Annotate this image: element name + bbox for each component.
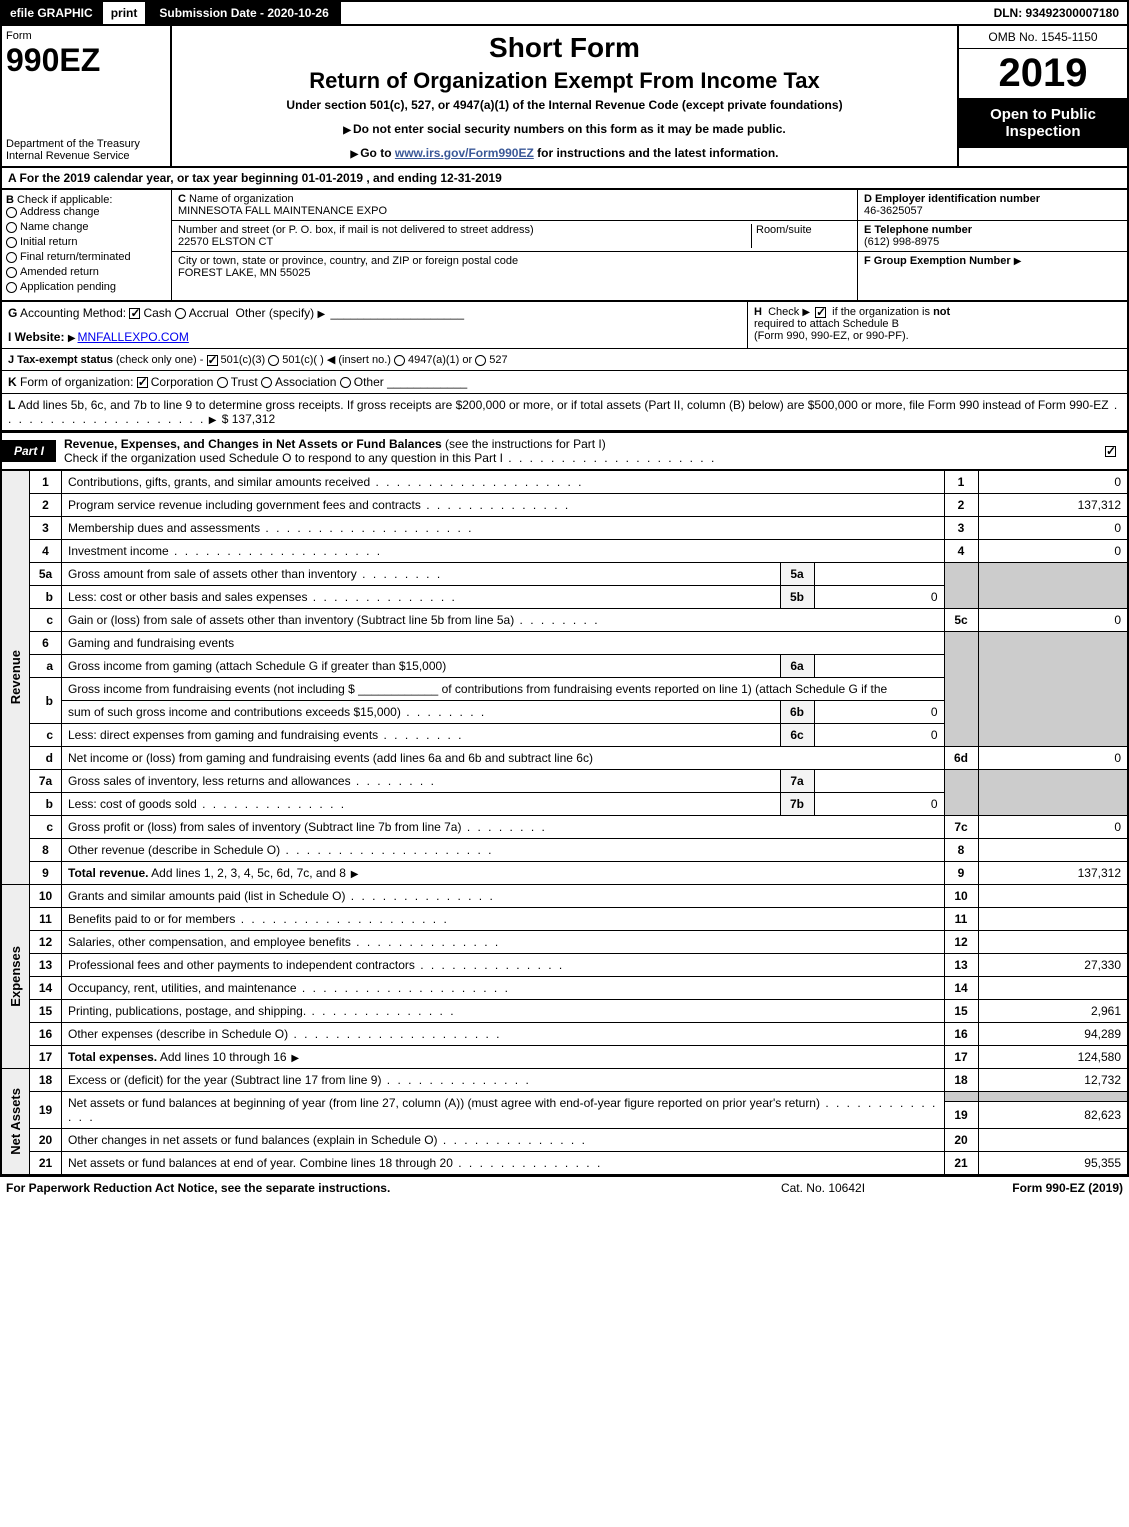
part-1-label: Part I (2, 440, 56, 462)
footer-form: Form 990-EZ (2019) (923, 1181, 1123, 1195)
line4-amt: 0 (978, 540, 1128, 563)
check-name-change[interactable] (6, 222, 17, 233)
line5b-mid: 0 (814, 586, 944, 609)
row-g-h: G Accounting Method: Cash Accrual Other … (0, 302, 1129, 349)
website-link[interactable]: MNFALLEXPO.COM (78, 330, 189, 344)
check-501c[interactable] (268, 355, 279, 366)
irs-link[interactable]: www.irs.gov/Form990EZ (395, 146, 534, 160)
line5c-amt: 0 (978, 609, 1128, 632)
check-app-pending[interactable] (6, 282, 17, 293)
part-1-header: Part I Revenue, Expenses, and Changes in… (0, 432, 1129, 471)
inspection: Inspection (963, 123, 1123, 140)
ein: 46-3625057 (864, 205, 923, 217)
line7a-mid (814, 770, 944, 793)
line6a-mid (814, 655, 944, 678)
line6b-mid: 0 (814, 701, 944, 724)
form-number: 990EZ (6, 42, 166, 79)
efile-graphic-label[interactable]: efile GRAPHIC (2, 2, 103, 24)
form-word: Form (6, 30, 166, 42)
submission-date: Submission Date - 2020-10-26 (147, 2, 340, 24)
line17-amt: 124,580 (978, 1046, 1128, 1069)
check-501c3[interactable] (207, 355, 218, 366)
line20-amt (978, 1129, 1128, 1152)
check-527[interactable] (475, 355, 486, 366)
section-c: C Name of organization MINNESOTA FALL MA… (172, 190, 857, 300)
line14-amt (978, 977, 1128, 1000)
section-b: B Check if applicable: Address change Na… (2, 190, 172, 300)
line2-amt: 137,312 (978, 494, 1128, 517)
telephone: (612) 998-8975 (864, 236, 939, 248)
line13-amt: 27,330 (978, 954, 1128, 977)
title-short-form: Short Form (182, 32, 947, 64)
line9-amt: 137,312 (978, 862, 1128, 885)
check-corp[interactable] (137, 377, 148, 388)
check-initial-return[interactable] (6, 237, 17, 248)
line5a-mid (814, 563, 944, 586)
check-cash[interactable] (129, 308, 140, 319)
dept-treasury: Department of the Treasury (6, 138, 166, 150)
goto-pre: Go to (360, 146, 395, 160)
footer-notice: For Paperwork Reduction Act Notice, see … (6, 1181, 723, 1195)
check-h[interactable] (815, 307, 826, 318)
line19-amt: 82,623 (978, 1102, 1128, 1129)
section-d: D Employer identification number 46-3625… (857, 190, 1127, 300)
line3-amt: 0 (978, 517, 1128, 540)
form-header: Form 990EZ Department of the Treasury In… (0, 26, 1129, 168)
expenses-label: Expenses (8, 946, 23, 1007)
org-city: FOREST LAKE, MN 55025 (178, 267, 310, 279)
row-j: J Tax-exempt status (check only one) - 5… (0, 349, 1129, 371)
part1-schedule-o-check[interactable] (1105, 446, 1116, 457)
line15-amt: 2,961 (978, 1000, 1128, 1023)
line21-amt: 95,355 (978, 1152, 1128, 1175)
line6c-mid: 0 (814, 724, 944, 747)
check-address-change[interactable] (6, 207, 17, 218)
check-4947[interactable] (394, 355, 405, 366)
info-block: B Check if applicable: Address change Na… (0, 190, 1129, 302)
print-button[interactable]: print (103, 2, 148, 24)
line8-amt (978, 839, 1128, 862)
line6d-amt: 0 (978, 747, 1128, 770)
line16-amt: 94,289 (978, 1023, 1128, 1046)
netassets-label: Net Assets (8, 1088, 23, 1155)
gross-receipts: $ 137,312 (222, 412, 275, 426)
line12-amt (978, 931, 1128, 954)
footer: For Paperwork Reduction Act Notice, see … (0, 1175, 1129, 1199)
header-under-section: Under section 501(c), 527, or 4947(a)(1)… (182, 98, 947, 112)
row-k: K Form of organization: Corporation Trus… (0, 371, 1129, 394)
open-to-public: Open to Public (963, 106, 1123, 123)
top-bar: efile GRAPHIC print Submission Date - 20… (0, 0, 1129, 26)
title-return: Return of Organization Exempt From Incom… (182, 68, 947, 94)
check-other[interactable] (340, 377, 351, 388)
footer-cat: Cat. No. 10642I (723, 1181, 923, 1195)
line7c-amt: 0 (978, 816, 1128, 839)
part1-table: Revenue 1 Contributions, gifts, grants, … (0, 471, 1129, 1175)
line18-amt: 12,732 (978, 1069, 1128, 1092)
line10-amt (978, 885, 1128, 908)
goto-post: for instructions and the latest informat… (534, 146, 779, 160)
org-name: MINNESOTA FALL MAINTENANCE EXPO (178, 205, 387, 217)
check-amended[interactable] (6, 267, 17, 278)
omb-number: OMB No. 1545-1150 (959, 26, 1127, 49)
dln-number: DLN: 93492300007180 (986, 2, 1127, 24)
dept-irs: Internal Revenue Service (6, 150, 166, 162)
check-accrual[interactable] (175, 308, 186, 319)
row-l: L Add lines 5b, 6c, and 7b to line 9 to … (0, 394, 1129, 432)
org-address: 22570 ELSTON CT (178, 236, 273, 248)
header-ssn-warning: Do not enter social security numbers on … (353, 122, 786, 136)
line11-amt (978, 908, 1128, 931)
line7b-mid: 0 (814, 793, 944, 816)
line1-amt: 0 (978, 471, 1128, 494)
check-trust[interactable] (217, 377, 228, 388)
check-assoc[interactable] (261, 377, 272, 388)
row-a-tax-year: A For the 2019 calendar year, or tax yea… (0, 168, 1129, 190)
room-suite: Room/suite (751, 224, 851, 248)
check-final-return[interactable] (6, 252, 17, 263)
tax-year: 2019 (959, 49, 1127, 98)
revenue-label: Revenue (8, 650, 23, 704)
